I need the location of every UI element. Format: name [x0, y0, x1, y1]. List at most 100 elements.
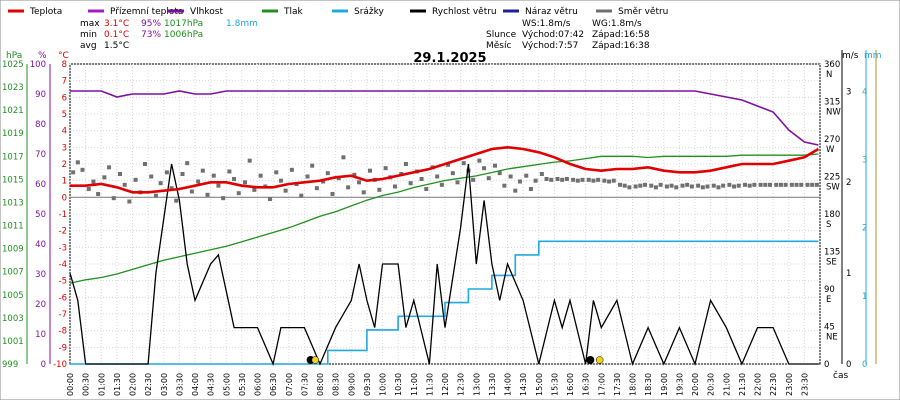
- wind-dir-point: [618, 182, 622, 187]
- legend: Teplota Přízemní teplota Vlhkost Tlak Srážky…: [8, 7, 668, 17]
- wind-dir-point: [805, 182, 810, 187]
- wind-dir-point: [622, 183, 627, 188]
- wind-dir-point: [189, 189, 194, 194]
- wind-dir-point: [299, 193, 304, 198]
- time-tick-label: 21:00: [722, 373, 731, 396]
- series: [69, 90, 820, 367]
- dir-tick-label: 360: [824, 60, 840, 70]
- time-tick-label: 09:30: [363, 373, 372, 396]
- time-tick-label: 12:00: [441, 373, 450, 396]
- moon-rise: Východ:7:57: [522, 41, 578, 51]
- wind-dir-point: [658, 182, 663, 187]
- time-tick-label: 00:30: [82, 373, 91, 396]
- wind-dir-point: [274, 170, 279, 175]
- wind-dir-point: [310, 163, 315, 168]
- wind-dir-point: [305, 174, 310, 179]
- wind-dir-point: [602, 178, 607, 183]
- wind-dir-point: [461, 161, 466, 166]
- temp-tick-label: 2: [62, 160, 67, 170]
- wind-dir-point: [232, 177, 237, 181]
- wind-dir-point: [758, 182, 763, 187]
- mm-unit: mm: [864, 51, 882, 61]
- temp-tick-label: -4: [59, 260, 67, 270]
- legend-label: Tlak: [283, 7, 304, 17]
- wind-dir-point: [743, 182, 747, 187]
- wind-dir-point: [455, 180, 460, 185]
- pct-tick-label: 50: [35, 210, 46, 220]
- time-tick-label: 22:00: [754, 373, 763, 396]
- time-tick-label: 03:00: [160, 373, 169, 396]
- wind-dir-point: [591, 178, 596, 183]
- wind-dir-point: [794, 182, 799, 187]
- wind-dir-point: [200, 168, 205, 173]
- time-tick-label: 14:30: [519, 373, 528, 396]
- dir-compass-label: E: [826, 295, 831, 305]
- wind-dir-point: [502, 183, 507, 188]
- mm-tick-label: 3: [862, 155, 867, 165]
- wind-dir-point: [185, 161, 190, 166]
- hpa-tick-label: 1025: [2, 60, 24, 70]
- dir-tick-label: 315: [824, 98, 840, 108]
- hpa-tick-label: 1011: [2, 222, 24, 232]
- time-tick-label: 23:30: [800, 373, 809, 396]
- wind-dir-point: [799, 182, 804, 187]
- wind-dir-point: [549, 177, 554, 182]
- wind-dir-point: [289, 167, 294, 172]
- temp-tick-label: -9: [59, 343, 67, 353]
- pct-tick-label: 60: [35, 180, 46, 190]
- wind-dir-point: [321, 179, 326, 184]
- wind-dir-point: [75, 160, 80, 165]
- wind-dir-point: [705, 184, 710, 189]
- wind-dir-point: [810, 182, 815, 187]
- stat-label: max: [80, 19, 100, 29]
- time-tick-label: 01:00: [97, 373, 106, 396]
- wind-dir-point: [774, 182, 779, 187]
- moon-label: Měsíc: [486, 41, 511, 51]
- wind-dir-point: [424, 187, 429, 191]
- pct-tick-label: 80: [35, 120, 46, 130]
- wind-dir-point: [143, 162, 147, 166]
- wind-dir-point: [243, 180, 247, 185]
- stat-rain: 1.8mm: [226, 19, 258, 29]
- temp-tick-label: 4: [62, 127, 67, 137]
- wind-dir-point: [539, 172, 544, 176]
- wind-dir-point: [377, 187, 382, 192]
- pct-tick-label: 0: [41, 360, 46, 370]
- time-tick-label: 13:30: [488, 373, 497, 396]
- wind-dir-point: [435, 174, 440, 179]
- wind-dir-point: [669, 183, 674, 188]
- wind-dir-point: [133, 177, 138, 182]
- wind-dir-point: [763, 182, 768, 187]
- wind-dir-point: [747, 183, 752, 188]
- wind-dir-point: [153, 193, 158, 198]
- wind-dir-point: [814, 182, 819, 187]
- wind-dir-point: [236, 191, 241, 196]
- time-tick-label: 12:30: [457, 373, 466, 396]
- wind-dir-point: [685, 182, 690, 187]
- grid: [69, 63, 821, 365]
- wind-dir-point: [111, 196, 116, 201]
- wind-dir-point: [789, 182, 794, 187]
- temp-tick-label: 0: [62, 193, 67, 203]
- ms-tick-label: 2: [846, 178, 851, 188]
- temp-tick-label: -10: [53, 360, 67, 370]
- wind-dir-point: [278, 178, 283, 183]
- sun-label: Slunce: [486, 30, 517, 40]
- moon-set: Západ:16:38: [592, 41, 650, 51]
- sun-rise: Východ:07:42: [522, 30, 584, 40]
- wind-dir-point: [700, 185, 705, 190]
- stat-humidity: 95%: [141, 19, 161, 29]
- wind-dir-point: [352, 172, 357, 177]
- hpa-tick-label: 1023: [2, 83, 24, 93]
- time-tick-label: 20:30: [707, 373, 716, 396]
- chart-title: 29.1.2025: [413, 51, 486, 66]
- dir-tick-label: 0: [824, 360, 829, 370]
- wind-dir-point: [477, 158, 482, 163]
- hpa-tick-label: 1019: [2, 129, 24, 139]
- wind-speed-line: [69, 163, 819, 367]
- pct-tick-label: 40: [35, 240, 46, 250]
- mm-tick-label: 1: [862, 292, 867, 302]
- time-label: čas: [833, 370, 848, 381]
- temp-tick-label: 5: [62, 110, 67, 120]
